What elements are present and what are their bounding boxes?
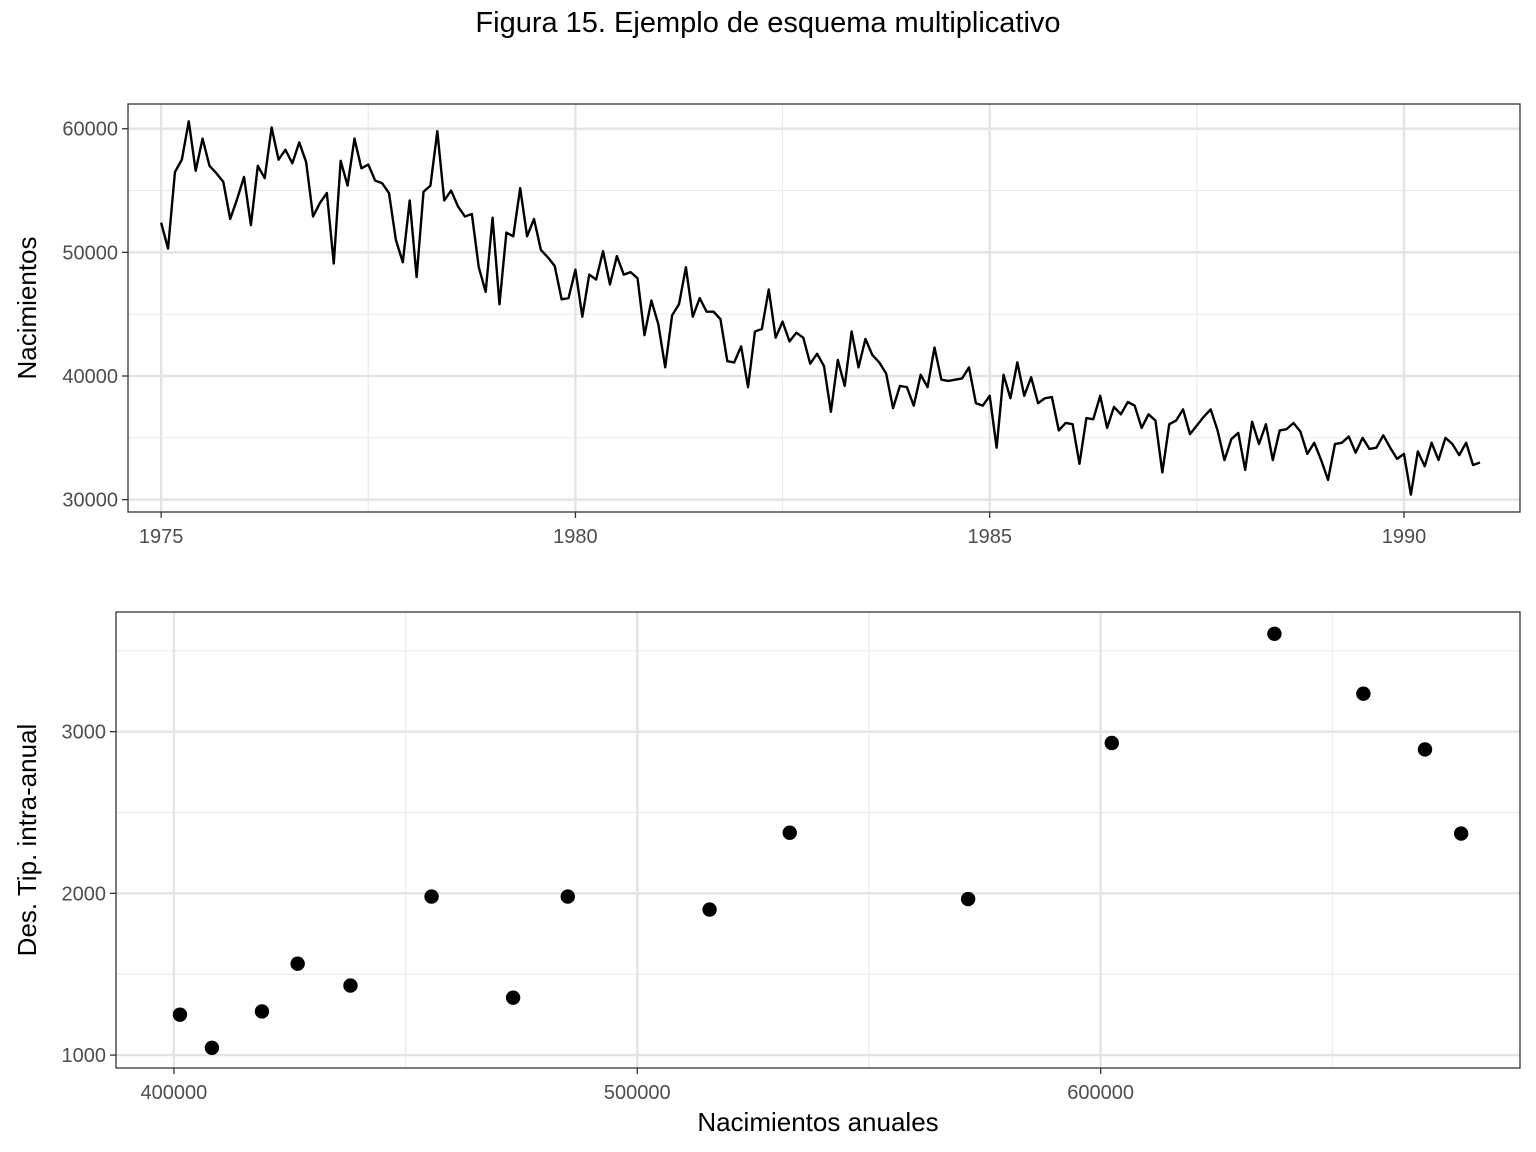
y-tick-label: 1000 <box>62 1045 107 1067</box>
y-tick-label: 40000 <box>62 366 118 388</box>
line-chart-panel: 1975 1980 1985 1990 30000 40000 50000 60000 Na… <box>12 103 1521 548</box>
line-chart-y-axis: 30000 40000 50000 60000 <box>62 119 128 512</box>
x-tick-label: 1985 <box>967 526 1012 548</box>
y-tick-label: 2000 <box>62 883 107 905</box>
x-tick-label: 600000 <box>1067 1082 1134 1104</box>
line-chart-gridlines <box>128 104 1520 512</box>
scatter-chart-y-axis: 1000 2000 3000 <box>62 722 116 1067</box>
y-tick-label: 30000 <box>62 490 118 512</box>
scatter-point <box>290 956 305 971</box>
scatter-point <box>960 891 976 907</box>
line-chart-x-axis: 1975 1980 1985 1990 <box>139 512 1426 548</box>
scatter-point <box>1356 686 1371 701</box>
scatter-point <box>343 978 358 993</box>
line-chart-border <box>127 103 1521 513</box>
y-tick-label: 60000 <box>62 119 118 141</box>
scatter-point <box>204 1040 220 1055</box>
x-tick-label: 400000 <box>141 1082 208 1104</box>
x-tick-label: 1975 <box>139 526 184 548</box>
y-tick-label: 50000 <box>62 242 118 264</box>
scatter-point <box>1267 626 1282 642</box>
line-chart-y-axis-title: Nacimientos <box>12 236 42 379</box>
scatter-point <box>702 902 717 917</box>
scatter-point <box>254 1004 270 1019</box>
scatter-chart-border <box>115 611 1521 1069</box>
x-tick-label: 1980 <box>553 526 598 548</box>
y-tick-label: 3000 <box>62 722 107 744</box>
scatter-points <box>172 626 1469 1055</box>
scatter-chart-plot-area <box>116 612 1520 1068</box>
scatter-point <box>172 1007 188 1022</box>
scatter-chart-x-axis: 400000 500000 600000 <box>141 1068 1134 1104</box>
scatter-point <box>782 825 797 840</box>
scatter-point <box>1104 735 1119 751</box>
scatter-point <box>560 889 575 904</box>
scatter-point <box>505 990 521 1005</box>
scatter-chart-y-axis-title: Des. Tip. intra-anual <box>12 724 42 957</box>
figure-title: Figura 15. Ejemplo de esquema multiplica… <box>475 7 1060 39</box>
scatter-point <box>1453 826 1469 841</box>
scatter-chart-panel: 400000 500000 600000 1000 2000 3000 Nacimien… <box>12 611 1521 1137</box>
birth-series-line <box>159 120 1481 496</box>
scatter-point <box>424 889 439 904</box>
scatter-chart-x-axis-title: Nacimientos anuales <box>697 1107 938 1137</box>
scatter-chart-gridlines <box>116 612 1520 1068</box>
x-tick-label: 500000 <box>604 1082 671 1104</box>
scatter-point <box>1417 742 1433 757</box>
x-tick-label: 1990 <box>1382 526 1427 548</box>
line-chart-plot-area <box>128 104 1520 512</box>
